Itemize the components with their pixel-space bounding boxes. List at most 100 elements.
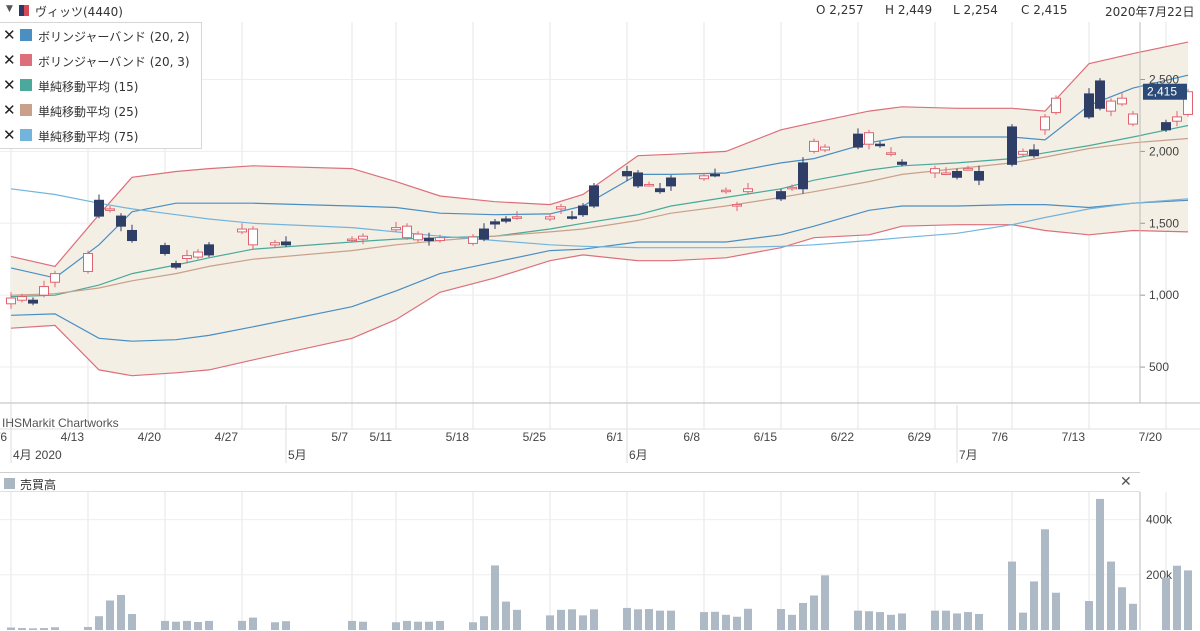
candle-body — [798, 162, 808, 190]
symbol-title: ヴィッツ(4440) — [35, 5, 123, 19]
candle-body — [1029, 149, 1039, 157]
candle-body — [699, 175, 709, 180]
volume-bar — [249, 617, 257, 630]
y-tick-label: 1,000 — [1149, 288, 1179, 302]
candle-body — [1117, 97, 1127, 105]
volume-bar — [964, 612, 972, 630]
candle-body — [193, 251, 203, 258]
volume-bar — [7, 627, 15, 630]
volume-bar — [733, 616, 741, 630]
candle-body — [479, 228, 489, 240]
price-tag-label: 2,415 — [1147, 85, 1177, 99]
x-tick-label: 5/25 — [523, 430, 547, 444]
volume-bar — [953, 613, 961, 630]
legend-label: 単純移動平均 (25) — [38, 105, 139, 119]
candle-body — [171, 263, 181, 268]
volume-bar — [128, 613, 136, 630]
candle-body — [974, 171, 984, 181]
candle-body — [721, 189, 731, 193]
volume-bar — [348, 620, 356, 630]
volume-bar — [876, 612, 884, 630]
watermark: IHSMarkit Chartworks — [2, 416, 119, 430]
volume-bar — [1008, 561, 1016, 630]
bollinger-3-lower-line — [10, 224, 1189, 377]
volume-tick-label: 400k — [1146, 513, 1173, 527]
close-icon[interactable]: ✕ — [3, 101, 16, 119]
candle-body — [875, 143, 885, 147]
volume-bar — [117, 594, 125, 630]
volume-panel-header: 売買高 ✕ — [0, 472, 1140, 492]
volume-bar — [205, 620, 213, 630]
candle-body — [809, 140, 819, 152]
candle-body — [435, 237, 445, 242]
volume-bar — [898, 613, 906, 630]
candle-body — [413, 233, 423, 241]
open-value: O 2,257 — [816, 3, 864, 17]
legend-item: ✕ ボリンジャーバンド (20, 3) — [0, 48, 200, 73]
series-color-swatch — [20, 29, 32, 41]
volume-bar — [40, 628, 48, 630]
volume-bar — [931, 610, 939, 630]
high-value: H 2,449 — [885, 3, 933, 17]
x-tick-label: 5/11 — [370, 430, 393, 444]
moving-averages — [10, 124, 1189, 298]
candle-body — [248, 228, 258, 246]
volume-bar — [656, 610, 664, 630]
moving-average-line — [10, 124, 1189, 298]
x-tick-label: 4/20 — [138, 430, 162, 444]
candle-body — [358, 235, 368, 240]
candle-body — [1051, 97, 1061, 114]
series-color-swatch — [20, 79, 32, 91]
volume-bar — [469, 622, 477, 630]
candle-body — [1040, 116, 1050, 131]
month-label: 4月 2020 — [13, 448, 62, 462]
candle-body — [116, 215, 126, 227]
volume-bar — [513, 609, 521, 630]
volume-bar — [887, 614, 895, 630]
legend-label: ボリンジャーバンド (20, 2) — [38, 30, 190, 44]
candle-body — [897, 161, 907, 165]
volume-bar — [942, 610, 950, 630]
close-icon[interactable]: ✕ — [3, 51, 16, 69]
candle-body — [820, 146, 830, 151]
candle-body — [1084, 93, 1094, 118]
volume-bar — [579, 615, 587, 630]
candle-body — [28, 299, 38, 304]
candle-body — [105, 208, 115, 211]
candle-body — [578, 205, 588, 216]
volume-bar — [1019, 612, 1027, 630]
volume-bar — [359, 621, 367, 630]
x-tick-label: 5/7 — [331, 430, 348, 444]
candle-body — [83, 252, 93, 272]
candle-body — [743, 188, 753, 193]
close-icon[interactable]: ✕ — [1120, 474, 1132, 490]
x-tick-label: 5/18 — [446, 430, 470, 444]
x-tick-label: 6/8 — [683, 430, 700, 444]
x-tick-label: 6/15 — [754, 430, 778, 444]
close-icon[interactable]: ✕ — [3, 26, 16, 44]
candle-body — [182, 255, 192, 260]
candle-body — [424, 237, 434, 242]
legend-item: ✕ 単純移動平均 (25) — [0, 98, 200, 123]
collapse-toggle-icon[interactable]: ▼ — [6, 4, 13, 14]
price-tag-box — [1143, 83, 1187, 100]
candle-body — [39, 286, 49, 296]
volume-bar — [436, 620, 444, 630]
volume-bar — [194, 621, 202, 630]
volume-bar — [392, 622, 400, 630]
volume-color-swatch — [4, 478, 15, 489]
candlesticks — [6, 78, 1193, 309]
volume-bars — [7, 498, 1192, 630]
volume-bar — [788, 614, 796, 630]
close-icon[interactable]: ✕ — [3, 126, 16, 144]
volume-bar — [634, 609, 642, 630]
volume-bar — [744, 608, 752, 630]
candle-body — [666, 177, 676, 187]
volume-bar — [480, 616, 488, 630]
legend-label: 単純移動平均 (75) — [38, 130, 139, 144]
legend-item: ✕ ボリンジャーバンド (20, 2) — [0, 23, 200, 48]
volume-bar — [1118, 587, 1126, 630]
volume-bar — [1041, 529, 1049, 630]
close-icon[interactable]: ✕ — [3, 76, 16, 94]
